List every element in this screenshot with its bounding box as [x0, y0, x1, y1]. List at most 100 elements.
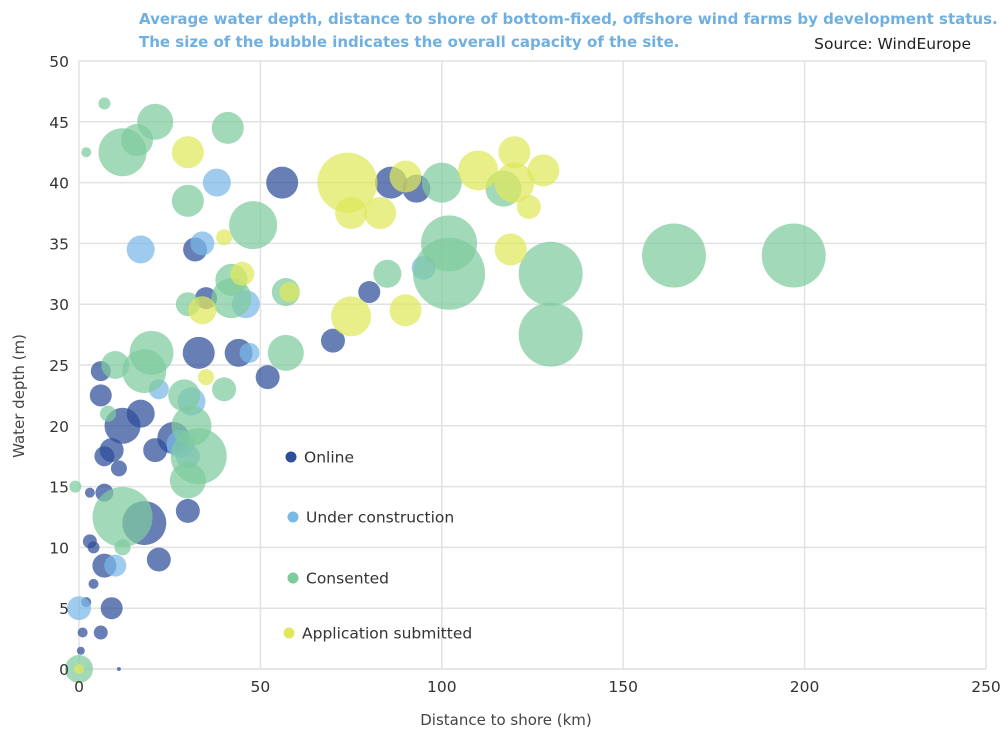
bubble-consented: [168, 379, 201, 412]
bubble-online: [76, 646, 85, 655]
y-tick-label: 35: [49, 235, 69, 253]
legend-label: Consented: [306, 570, 389, 588]
y-tick-label: 5: [59, 600, 69, 618]
legend-marker: [287, 572, 299, 584]
x-tick-label: 0: [74, 678, 84, 696]
y-tick-label: 40: [49, 175, 69, 193]
chart-subtitle: The size of the bubble indicates the ove…: [139, 33, 680, 51]
bubble-consented: [518, 302, 583, 367]
legend-label: Under construction: [306, 509, 454, 527]
source-label: Source: WindEurope: [814, 35, 971, 53]
bubble-consented: [641, 223, 706, 288]
bubble-consented: [122, 349, 167, 394]
bubble-consented: [229, 201, 278, 250]
bubble-consented: [518, 241, 583, 306]
y-tick-label: 25: [49, 357, 69, 375]
bubble-online: [100, 597, 123, 620]
bubble-application-submitted: [74, 664, 84, 674]
bubble-under-construction: [104, 554, 127, 577]
bubble-consented: [169, 462, 206, 499]
x-tick-labels: 0 50 100 150 200 250: [74, 678, 1001, 696]
bubble-consented: [373, 259, 402, 288]
bubble-application-submitted: [171, 136, 204, 169]
bubble-application-submitted: [188, 296, 217, 325]
bubble-application-submitted: [331, 296, 372, 337]
legend-label: Online: [304, 449, 354, 467]
bubble-application-submitted: [216, 229, 233, 246]
bubble-consented: [114, 539, 131, 556]
x-tick-label: 100: [427, 678, 457, 696]
bubble-consented: [81, 147, 92, 158]
bubble-application-submitted: [527, 154, 560, 187]
x-tick-label: 50: [251, 678, 271, 696]
bubble-online: [88, 578, 99, 589]
bubble-online: [77, 627, 88, 638]
bubble-online: [93, 625, 108, 640]
x-tick-label: 200: [790, 678, 820, 696]
bubble-online: [175, 498, 200, 523]
bubble-consented: [171, 184, 204, 217]
bubble-online: [320, 328, 345, 353]
legend-marker: [283, 627, 295, 639]
bubble-online: [182, 336, 215, 369]
bubble-online: [89, 384, 112, 407]
bubble-application-submitted: [197, 369, 214, 386]
bubble-application-submitted: [335, 197, 368, 229]
bubble-consented: [211, 278, 252, 319]
bubble-application-submitted: [389, 160, 422, 193]
bubble-consented: [137, 103, 174, 140]
legend-marker: [287, 511, 299, 523]
bubble-application-submitted: [498, 136, 531, 169]
bubble-under-construction: [202, 168, 231, 197]
bubble-online: [87, 541, 100, 554]
bubble-application-submitted: [516, 194, 541, 219]
bubble-online: [255, 365, 280, 390]
bubble-consented: [212, 377, 237, 402]
y-tick-label: 45: [49, 114, 69, 132]
y-tick-label: 30: [49, 296, 69, 314]
x-tick-label: 150: [608, 678, 638, 696]
bubble-consented: [69, 480, 82, 493]
x-axis-label: Distance to shore (km): [420, 711, 592, 729]
bubble-application-submitted: [494, 162, 535, 203]
legend-label: Application submitted: [302, 625, 472, 643]
legend: Online Under construction Consented Applica…: [283, 449, 472, 643]
bubble-consented: [211, 111, 244, 144]
y-tick-label: 0: [59, 661, 69, 679]
bubble-online: [358, 281, 381, 304]
bubble-online: [143, 438, 168, 463]
bubble-application-submitted: [279, 282, 300, 303]
y-tick-label: 20: [49, 418, 69, 436]
y-tick-label: 15: [49, 479, 69, 497]
bubble-consented: [413, 237, 486, 310]
y-axis-label: Water depth (m): [10, 334, 28, 458]
bubble-consented: [100, 405, 117, 422]
x-tick-label: 250: [971, 678, 1001, 696]
bubble-online: [94, 446, 115, 467]
bubble-consented: [267, 334, 304, 371]
bubble-application-submitted: [230, 261, 255, 286]
grid-lines: [78, 60, 987, 670]
bubble-application-submitted: [494, 233, 527, 266]
bubble-online: [84, 487, 95, 498]
bubble-application-submitted: [364, 197, 397, 229]
y-tick-labels: 0 5 10 15 20 25 30 35 40 45 50: [49, 53, 69, 679]
bubble-application-submitted: [458, 150, 499, 191]
bubble-under-construction: [190, 231, 215, 256]
bubble-consented: [92, 487, 153, 547]
bubble-online: [110, 460, 127, 477]
y-tick-label: 50: [49, 53, 69, 71]
bubble-application-submitted: [317, 152, 378, 213]
bubble-online: [266, 166, 299, 199]
bubble-online: [126, 399, 155, 428]
bubble-consented: [98, 97, 111, 110]
bubble-under-construction: [67, 596, 91, 621]
bubble-application-submitted: [389, 294, 422, 327]
bubble-consented: [421, 162, 462, 203]
legend-marker: [285, 451, 297, 463]
bubble-online: [146, 547, 171, 572]
bubble-under-construction: [126, 235, 155, 264]
y-tick-label: 10: [49, 539, 69, 557]
bubble-consented: [761, 223, 826, 288]
